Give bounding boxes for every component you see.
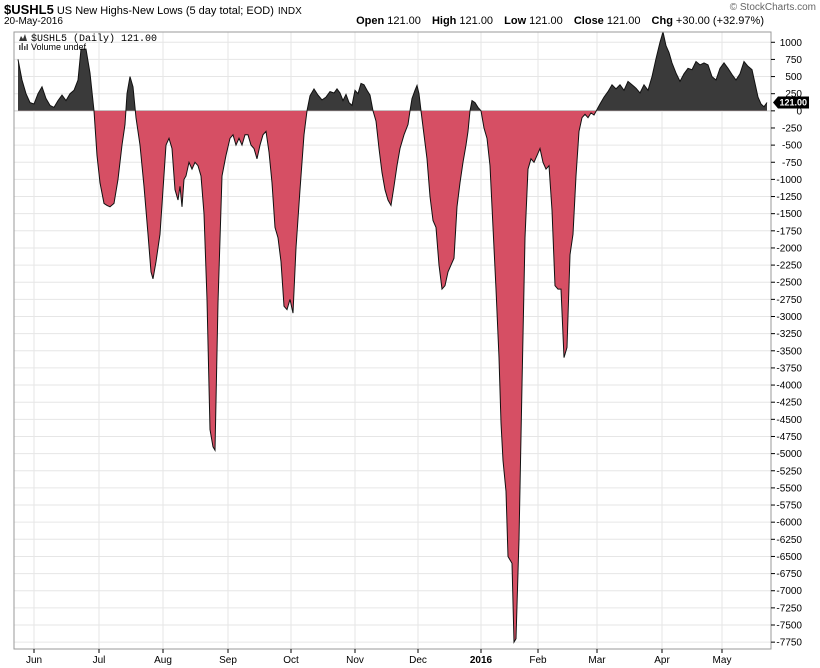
x-tick-label: Nov <box>346 655 364 666</box>
x-tick-label: Jun <box>26 655 42 666</box>
volume-bars-icon <box>19 43 28 50</box>
close-value: 121.00 <box>606 15 641 27</box>
y-tick-label: -5250 <box>776 466 802 477</box>
y-tick-label: -6750 <box>776 569 802 580</box>
x-tick-label: Feb <box>529 655 547 666</box>
negative-area <box>94 110 597 643</box>
y-axis: 1000 750 500 250 0 -250 -500 -750 -1000 -1250 -150… <box>771 38 802 649</box>
y-tick-label: 250 <box>785 89 802 100</box>
x-tick-label: May <box>713 655 732 666</box>
low-value: 121.00 <box>529 15 563 27</box>
chg-value: +30.00 (+32.97%) <box>675 15 764 27</box>
y-tick-label: -2750 <box>776 295 802 306</box>
x-tick-label: Jul <box>93 655 106 666</box>
y-tick-label: -500 <box>782 141 802 152</box>
x-tick-label: Mar <box>588 655 606 666</box>
stockcharts-brand[interactable]: © StockCharts.com <box>729 2 816 13</box>
y-tick-label: -3250 <box>776 329 802 340</box>
open-value: 121.00 <box>387 15 421 27</box>
y-tick-label: -4250 <box>776 398 802 409</box>
y-tick-label: -5500 <box>776 483 802 494</box>
low-label: Low <box>504 15 527 27</box>
y-tick-label: 1000 <box>780 38 803 49</box>
y-tick-label: -750 <box>782 158 802 169</box>
y-tick-label: -3750 <box>776 363 802 374</box>
y-tick-label: -6500 <box>776 552 802 563</box>
y-tick-label: -1000 <box>776 175 802 186</box>
y-tick-label: -3000 <box>776 312 802 323</box>
y-tick-label: -4500 <box>776 415 802 426</box>
y-tick-label: -250 <box>782 123 802 134</box>
y-tick-label: -4000 <box>776 381 802 392</box>
x-tick-label: 2016 <box>470 655 493 666</box>
y-tick-label: -1500 <box>776 209 802 220</box>
y-tick-label: -2000 <box>776 243 802 254</box>
ohlc-readout: Open 121.00 High 121.00 Low 121.00 Close 121… <box>348 15 764 27</box>
symbol-description: US New Highs-New Lows (5 day total; EOD) <box>56 5 274 17</box>
x-tick-label: Aug <box>154 655 172 666</box>
y-tick-label: -7500 <box>776 621 802 632</box>
exchange-label: INDX <box>277 6 302 17</box>
y-tick-label: -7250 <box>776 603 802 614</box>
last-value-text: 121.00 <box>779 98 807 108</box>
high-value: 121.00 <box>459 15 494 27</box>
close-label: Close <box>573 15 604 27</box>
x-tick-label: Apr <box>654 655 670 666</box>
open-label: Open <box>356 15 385 27</box>
chg-label: Chg <box>651 15 673 27</box>
y-tick-label: -7750 <box>776 638 802 649</box>
price-series-icon <box>19 34 27 41</box>
y-tick-label: -1250 <box>776 192 802 203</box>
y-tick-label: 750 <box>785 55 802 66</box>
chart-date: 20-May-2016 <box>4 16 63 27</box>
last-value-tag: 121.00 <box>773 96 809 109</box>
plot-border <box>13 31 772 650</box>
series-areas <box>17 31 768 644</box>
x-tick-label: Dec <box>409 655 427 666</box>
y-tick-label: -6000 <box>776 518 802 529</box>
plot-frame <box>13 31 772 650</box>
y-tick-label: -3500 <box>776 346 802 357</box>
x-axis: Jun Jul Aug Sep Oct Nov Dec 2016 Feb Mar Apr May <box>26 649 732 666</box>
y-tick-label: -2250 <box>776 261 802 272</box>
y-tick-label: -2500 <box>776 278 802 289</box>
chart-legend: $USHL5 (Daily) 121.00 Volume undef <box>19 33 157 52</box>
symbol-name: $USHL5 <box>4 2 54 17</box>
y-tick-label: 500 <box>785 72 802 83</box>
y-tick-label: -4750 <box>776 432 802 443</box>
y-tick-label: -1750 <box>776 226 802 237</box>
y-tick-label: -7000 <box>776 586 802 597</box>
volume-legend-label: Volume undef <box>31 42 87 52</box>
chart-header: $USHL5 US New Highs-New Lows (5 day total… <box>0 0 820 30</box>
y-tick-label: -5750 <box>776 501 802 512</box>
series-legend-label: $USHL5 (Daily) 121.00 <box>31 33 157 45</box>
high-label: High <box>431 15 457 27</box>
y-tick-label: -6250 <box>776 535 802 546</box>
series-line <box>17 31 768 644</box>
y-tick-label: -5000 <box>776 449 802 460</box>
y-tick-label: 0 <box>796 106 802 117</box>
x-tick-label: Oct <box>283 655 299 666</box>
x-tick-label: Sep <box>219 655 237 666</box>
symbol-title: $USHL5 US New Highs-New Lows (5 day total… <box>4 2 302 17</box>
